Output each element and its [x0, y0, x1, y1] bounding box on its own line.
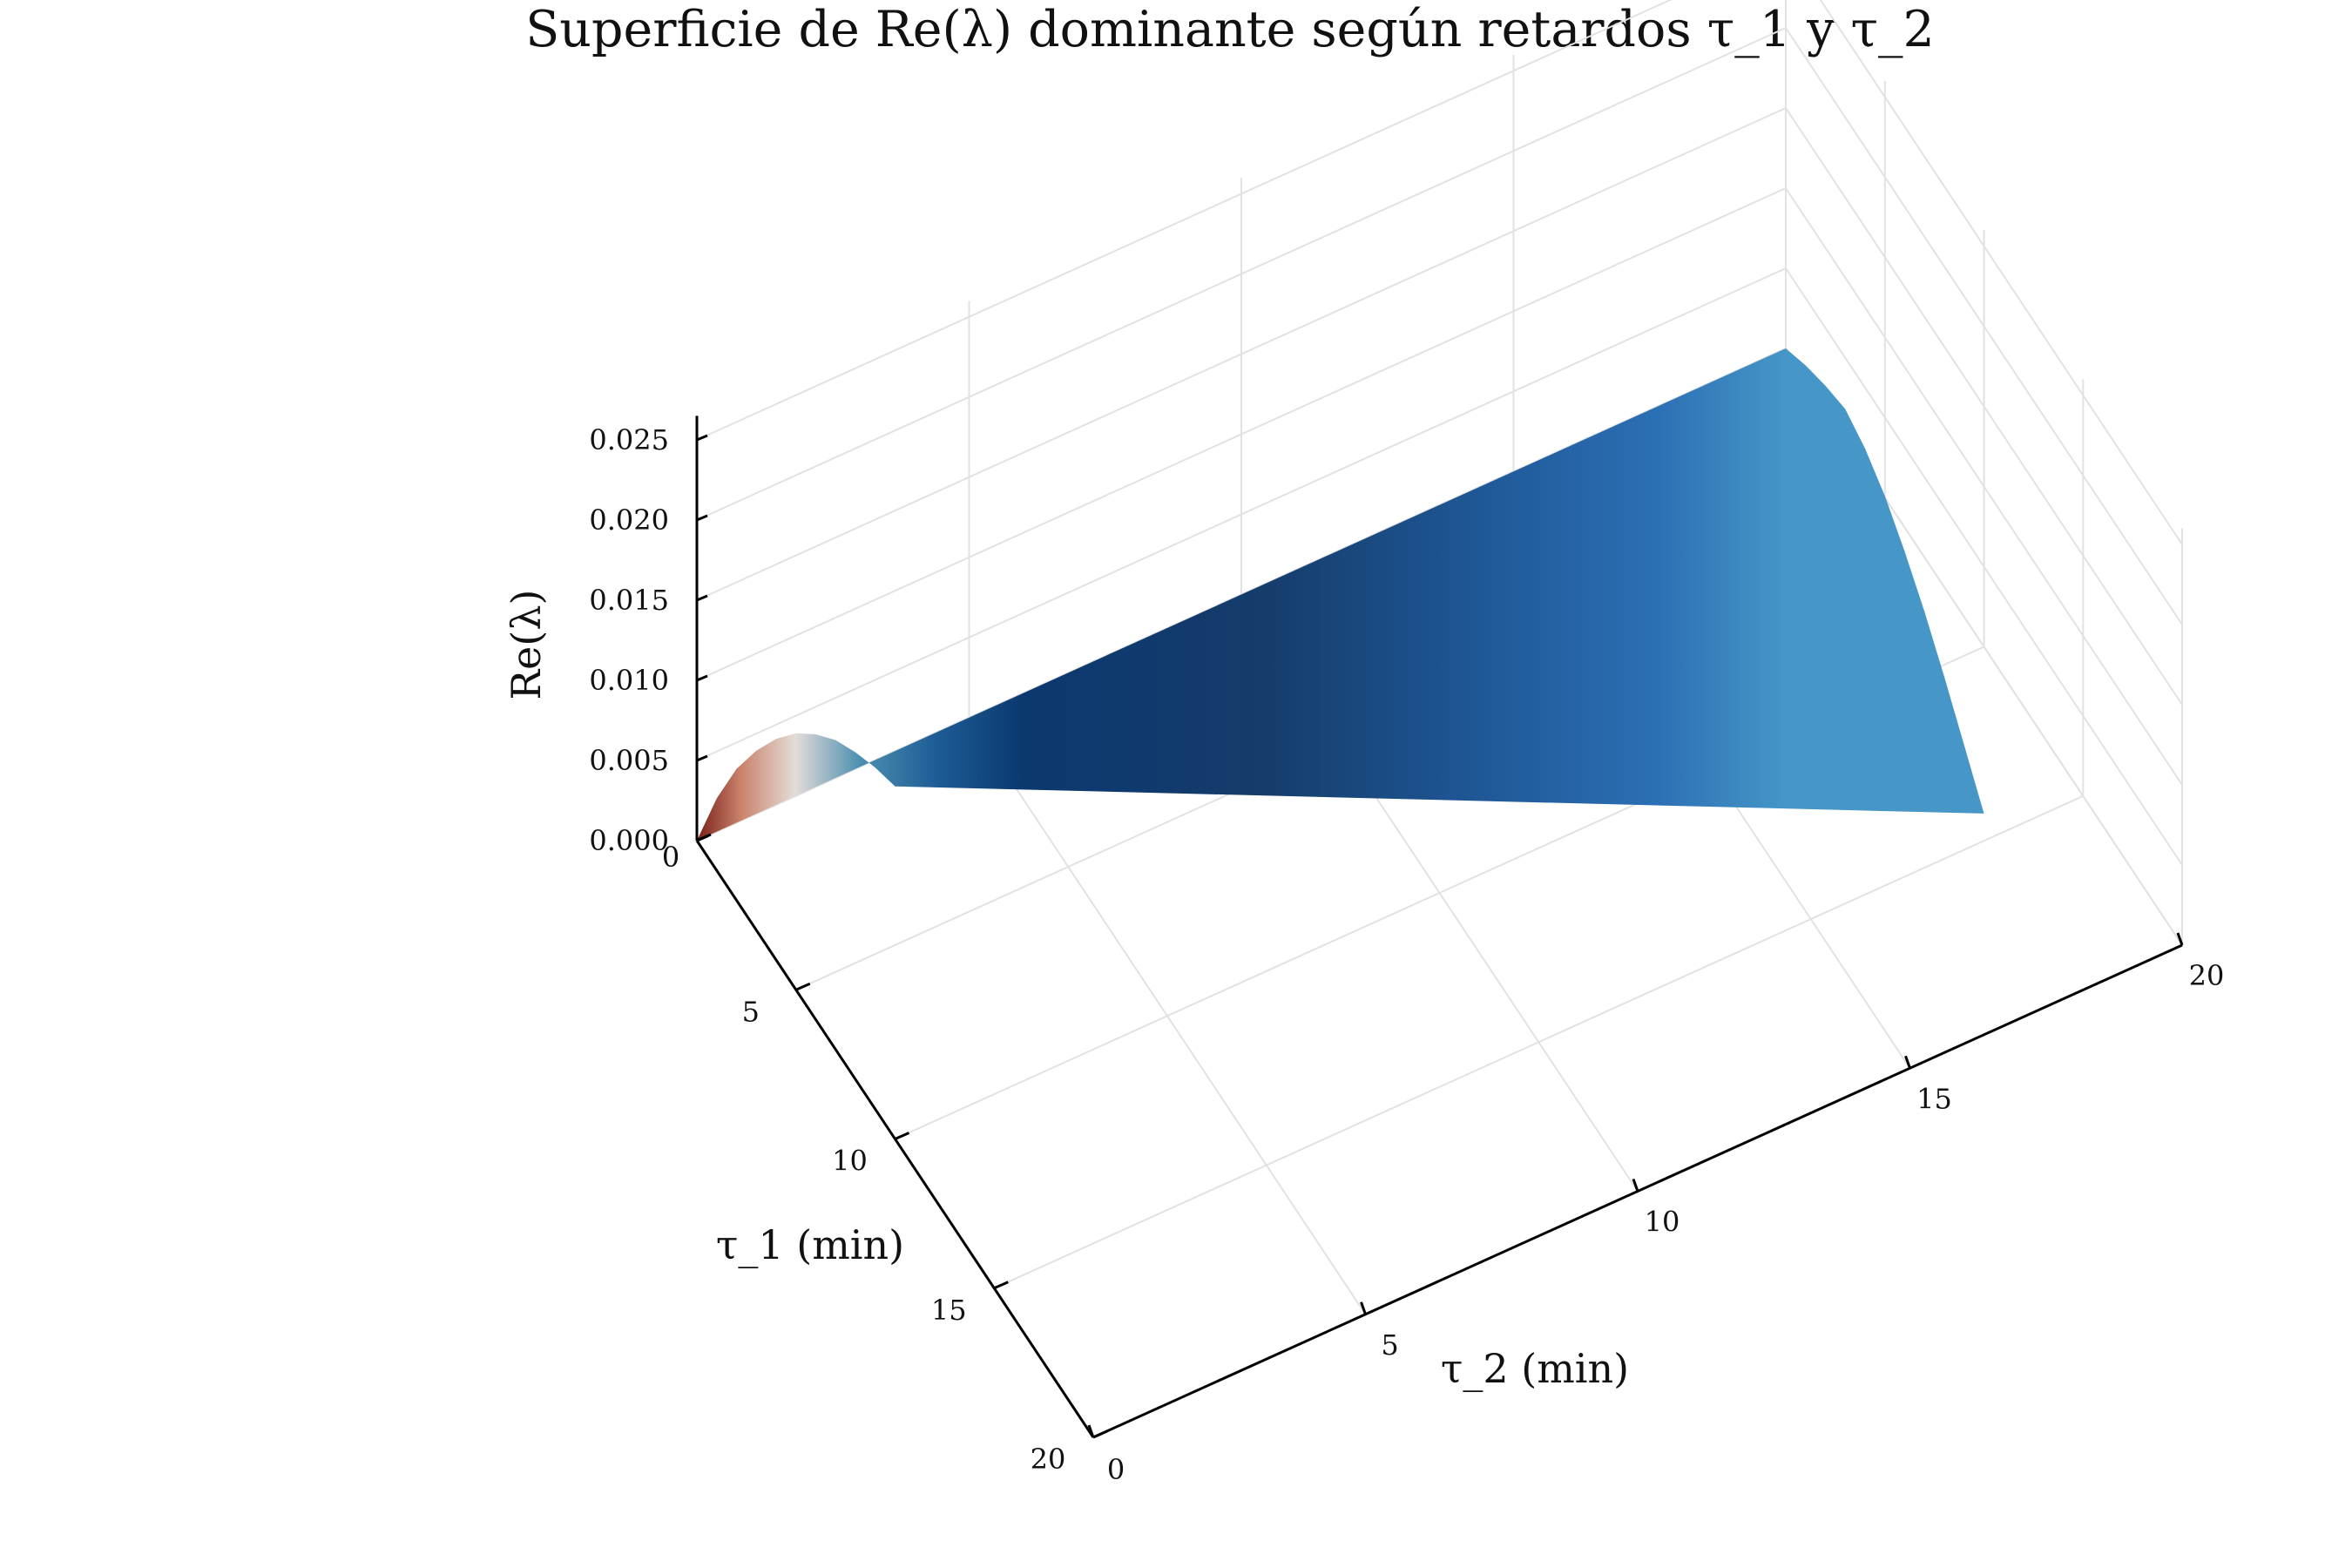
x-tick-mark — [2176, 932, 2184, 946]
y-tick-mark — [1092, 1429, 1108, 1439]
z-tick-mark — [696, 754, 708, 762]
y-tick-label: 10 — [832, 1145, 868, 1178]
x-tick-mark — [1632, 1178, 1639, 1193]
y-tick-label: 0 — [662, 841, 679, 874]
y-tick-mark — [894, 1132, 910, 1140]
x-tick-mark — [1904, 1055, 1911, 1069]
z-axis-label: Re(λ) — [503, 590, 550, 700]
z-tick-label: 0.015 — [589, 584, 669, 617]
x-tick-label: 20 — [2189, 959, 2225, 992]
grid-line — [968, 717, 1367, 1315]
x-tick-label: 5 — [1381, 1328, 1398, 1362]
z-tick-label: 0.000 — [589, 824, 669, 857]
x-tick-label: 15 — [1916, 1082, 1952, 1115]
y-tick-mark — [696, 833, 712, 842]
y-tick-mark — [993, 1281, 1009, 1290]
x-tick-mark — [1087, 1424, 1095, 1438]
x-tick-label: 0 — [1107, 1453, 1125, 1486]
y-tick-label: 15 — [931, 1294, 967, 1327]
z-tick-mark — [696, 674, 708, 682]
z-tick-mark — [696, 594, 708, 602]
z-tick-mark — [696, 434, 708, 442]
z-tick-label: 0.020 — [589, 504, 669, 537]
chart-title: Superficie de Re(λ) dominante según reta… — [525, 1, 1935, 58]
surface-layer — [697, 348, 1984, 841]
y-tick-label: 5 — [742, 995, 760, 1028]
z-tick-label: 0.010 — [589, 664, 669, 697]
tick-labels: 0.000 0.005 0.010 0.015 0.020 0.025 0 5 10 15 20 0 5… — [589, 423, 2224, 1486]
y-tick-label: 20 — [1031, 1443, 1066, 1476]
y-axis-label: τ_1 (min) — [716, 1221, 904, 1268]
x-axis-label: τ_2 (min) — [1441, 1345, 1629, 1392]
y-tick-mark — [795, 982, 811, 991]
z-tick-label: 0.005 — [589, 744, 669, 777]
axes-layer — [695, 416, 2184, 1439]
x-tick-label: 10 — [1645, 1206, 1680, 1239]
surface-patch — [697, 348, 1984, 841]
z-tick-label: 0.025 — [589, 423, 669, 456]
x-tick-mark — [1360, 1301, 1367, 1315]
z-tick-mark — [696, 514, 708, 522]
